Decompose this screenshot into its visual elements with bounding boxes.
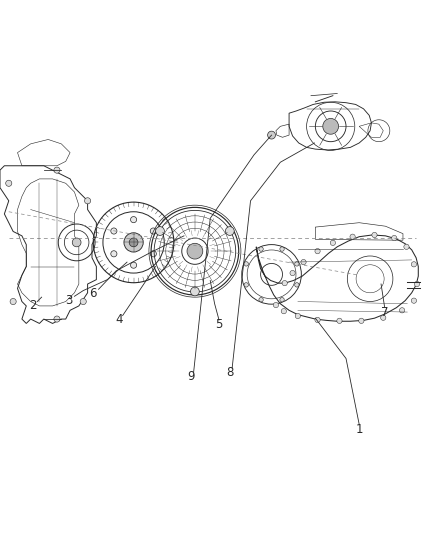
Circle shape <box>350 234 355 239</box>
Circle shape <box>323 118 339 134</box>
Circle shape <box>150 251 156 257</box>
Circle shape <box>404 244 409 249</box>
Circle shape <box>330 240 336 246</box>
Circle shape <box>85 198 91 204</box>
Circle shape <box>399 308 405 313</box>
Circle shape <box>259 247 263 251</box>
Circle shape <box>315 248 320 254</box>
Circle shape <box>129 238 138 247</box>
Circle shape <box>295 313 300 319</box>
Circle shape <box>111 251 117 257</box>
Circle shape <box>10 298 16 304</box>
Text: 8: 8 <box>227 366 234 379</box>
Circle shape <box>80 298 86 304</box>
Circle shape <box>6 180 12 187</box>
Text: 9: 9 <box>187 370 194 383</box>
Text: 6: 6 <box>89 287 97 300</box>
Circle shape <box>259 297 263 302</box>
Circle shape <box>392 236 397 241</box>
Circle shape <box>150 228 156 234</box>
Circle shape <box>411 262 417 267</box>
Circle shape <box>290 270 295 276</box>
Circle shape <box>281 309 286 314</box>
Circle shape <box>131 216 137 223</box>
Circle shape <box>226 227 234 236</box>
Circle shape <box>295 262 299 266</box>
Text: 4: 4 <box>115 313 123 326</box>
Circle shape <box>411 298 417 303</box>
Circle shape <box>315 317 320 322</box>
Circle shape <box>187 243 203 259</box>
Text: 7: 7 <box>381 306 389 319</box>
Circle shape <box>301 260 306 265</box>
Text: 3: 3 <box>66 294 73 307</box>
Text: 5: 5 <box>215 318 223 331</box>
Circle shape <box>124 233 143 252</box>
Circle shape <box>244 282 248 287</box>
Circle shape <box>337 318 342 324</box>
Circle shape <box>54 167 60 173</box>
Circle shape <box>54 316 60 322</box>
Circle shape <box>268 131 276 139</box>
Circle shape <box>273 302 279 308</box>
Circle shape <box>282 280 287 286</box>
Circle shape <box>280 247 284 251</box>
Circle shape <box>111 228 117 234</box>
Circle shape <box>131 262 137 268</box>
Text: 2: 2 <box>29 298 37 312</box>
Circle shape <box>155 227 164 236</box>
Circle shape <box>372 232 377 238</box>
Circle shape <box>191 287 199 296</box>
Circle shape <box>414 281 420 287</box>
Circle shape <box>359 318 364 324</box>
Circle shape <box>72 238 81 247</box>
Text: 1: 1 <box>355 423 363 436</box>
Circle shape <box>280 297 284 302</box>
Circle shape <box>295 282 299 287</box>
Circle shape <box>381 315 386 320</box>
Circle shape <box>244 262 248 266</box>
